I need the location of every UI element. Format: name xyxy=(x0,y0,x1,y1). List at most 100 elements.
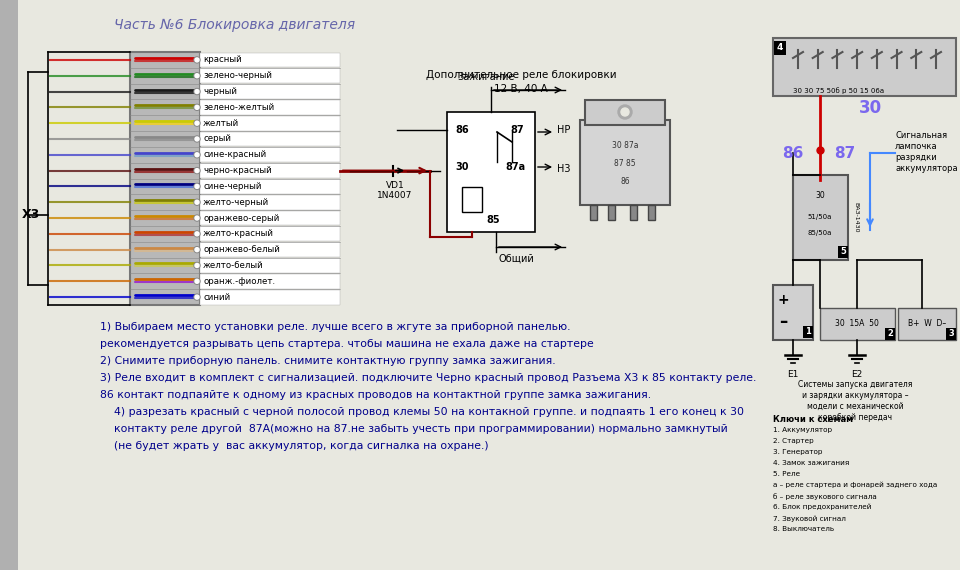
Text: желто-белый: желто-белый xyxy=(203,261,264,270)
Circle shape xyxy=(195,295,199,299)
Text: 3. Генератор: 3. Генератор xyxy=(773,449,823,455)
Text: 5: 5 xyxy=(840,247,846,256)
Circle shape xyxy=(194,120,200,126)
Text: 85/50а: 85/50а xyxy=(807,230,832,236)
Circle shape xyxy=(195,200,199,204)
Circle shape xyxy=(195,137,199,141)
Circle shape xyxy=(194,215,200,221)
Bar xyxy=(898,308,956,340)
Bar xyxy=(585,100,665,125)
Bar xyxy=(200,195,340,210)
Circle shape xyxy=(194,262,200,268)
Text: 87а: 87а xyxy=(505,162,525,172)
Circle shape xyxy=(195,105,199,109)
Circle shape xyxy=(195,232,199,236)
Bar xyxy=(462,187,482,212)
Text: синий: синий xyxy=(203,292,230,302)
Text: желто-черный: желто-черный xyxy=(203,198,269,207)
Text: 3) Реле входит в комплект с сигнализацией. подключите Черно красный провод Разъе: 3) Реле входит в комплект с сигнализацие… xyxy=(100,373,756,383)
Bar xyxy=(200,290,340,304)
Circle shape xyxy=(194,200,200,205)
Text: 87: 87 xyxy=(510,125,523,135)
Bar xyxy=(608,205,615,220)
Text: 2) Снимите приборную панель. снимите контактную группу замка зажигания.: 2) Снимите приборную панель. снимите кон… xyxy=(100,356,556,366)
Circle shape xyxy=(195,121,199,125)
Bar xyxy=(200,211,340,226)
Circle shape xyxy=(195,169,199,173)
Text: желто-красный: желто-красный xyxy=(203,229,274,238)
Bar xyxy=(630,205,637,220)
Text: контакту реле другой  87А(можно на 87.не забыть учесть при программировании) нор: контакту реле другой 87А(можно на 87.не … xyxy=(100,424,728,434)
Text: 85: 85 xyxy=(486,215,499,225)
Text: 30: 30 xyxy=(858,99,881,117)
Text: Х3: Х3 xyxy=(22,209,40,222)
Circle shape xyxy=(194,294,200,300)
Circle shape xyxy=(194,231,200,237)
Bar xyxy=(200,179,340,194)
Text: 30 30 75 50б р 50 15 06а: 30 30 75 50б р 50 15 06а xyxy=(793,88,884,95)
Text: 1. Аккумулятор: 1. Аккумулятор xyxy=(773,427,832,433)
Circle shape xyxy=(194,73,200,79)
Text: черный: черный xyxy=(203,87,237,96)
Text: Общий: Общий xyxy=(498,254,534,264)
Text: желтый: желтый xyxy=(203,119,239,128)
Text: черно-красный: черно-красный xyxy=(203,166,272,175)
Bar xyxy=(200,148,340,162)
Text: E1: E1 xyxy=(787,370,799,379)
Bar xyxy=(200,84,340,99)
Circle shape xyxy=(195,74,199,78)
Text: +: + xyxy=(778,293,789,307)
Text: 2. Стартер: 2. Стартер xyxy=(773,438,814,444)
Text: 4. Замок зажигания: 4. Замок зажигания xyxy=(773,460,850,466)
Circle shape xyxy=(195,216,199,220)
Bar xyxy=(200,258,340,273)
Text: Дополнительное реле блокировки: Дополнительное реле блокировки xyxy=(425,70,616,80)
Circle shape xyxy=(194,278,200,284)
Text: B+  W  D–: B+ W D– xyxy=(908,320,947,328)
Bar xyxy=(200,242,340,257)
Circle shape xyxy=(194,184,200,189)
Text: 30: 30 xyxy=(455,162,468,172)
Text: 6. Блок предохранителей: 6. Блок предохранителей xyxy=(773,504,872,511)
Circle shape xyxy=(194,168,200,174)
Bar xyxy=(200,132,340,146)
Text: 30  15А  50: 30 15А 50 xyxy=(835,320,879,328)
Circle shape xyxy=(621,108,629,116)
Text: Системы запуска двигателя
и зарядки аккумулятора –
модели с механической
коробко: Системы запуска двигателя и зарядки акку… xyxy=(798,380,912,422)
Bar xyxy=(200,226,340,241)
Text: E2: E2 xyxy=(852,370,863,379)
Text: 8. Выключатель: 8. Выключатель xyxy=(773,526,834,532)
Text: 87: 87 xyxy=(834,145,855,161)
Text: Часть №6 Блокировка двигателя: Часть №6 Блокировка двигателя xyxy=(114,18,355,32)
Text: Сигнальная
лампочка
разрядки
аккумулятора: Сигнальная лампочка разрядки аккумулятор… xyxy=(895,131,958,173)
Text: (не будет жрать у  вас аккумулятор, когда сигналка на охране.): (не будет жрать у вас аккумулятор, когда… xyxy=(100,441,489,451)
Circle shape xyxy=(194,247,200,253)
Text: 3: 3 xyxy=(948,329,954,339)
Bar xyxy=(447,112,535,232)
Circle shape xyxy=(194,88,200,95)
Text: оранжево-белый: оранжево-белый xyxy=(203,245,280,254)
Bar xyxy=(200,116,340,131)
Text: рекомендуется разрывать цепь стартера. чтобы машина не ехала даже на стартере: рекомендуется разрывать цепь стартера. ч… xyxy=(100,339,593,349)
Text: 1: 1 xyxy=(805,328,811,336)
Bar xyxy=(793,175,848,260)
Text: 1) Выбираем место установки реле. лучше всего в жгуте за приборной панелью.: 1) Выбираем место установки реле. лучше … xyxy=(100,322,570,332)
Bar xyxy=(200,68,340,83)
Bar xyxy=(773,38,956,96)
Text: НР: НР xyxy=(557,125,570,135)
Text: VD1
1N4007: VD1 1N4007 xyxy=(377,181,413,200)
Bar xyxy=(773,285,813,340)
Circle shape xyxy=(195,185,199,189)
Bar xyxy=(0,0,18,570)
Text: 87 85: 87 85 xyxy=(614,158,636,168)
Circle shape xyxy=(194,136,200,142)
Text: 86 контакт подпаяйте к одному из красных проводов на контактной группе замка заж: 86 контакт подпаяйте к одному из красных… xyxy=(100,390,651,400)
Text: 7. Звуковой сигнал: 7. Звуковой сигнал xyxy=(773,515,846,522)
Circle shape xyxy=(194,57,200,63)
Bar xyxy=(130,52,200,305)
Circle shape xyxy=(195,89,199,93)
Circle shape xyxy=(195,58,199,62)
Text: Ключи к схемам: Ключи к схемам xyxy=(773,415,853,424)
Text: Н3: Н3 xyxy=(557,164,570,174)
Circle shape xyxy=(194,152,200,158)
